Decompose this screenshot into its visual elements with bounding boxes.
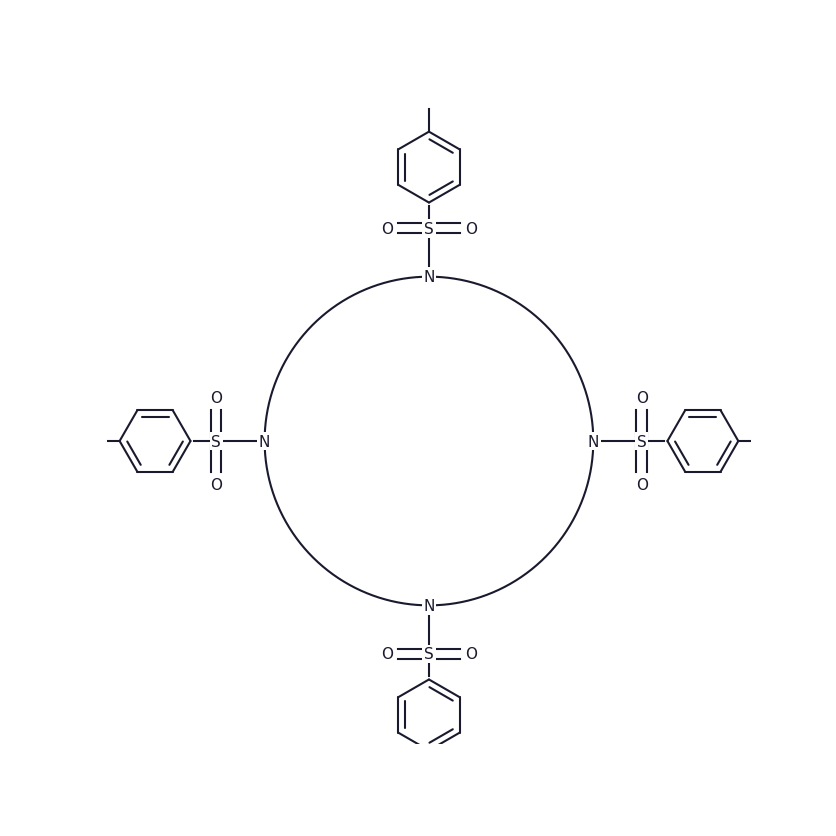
Text: O: O: [635, 477, 647, 492]
Text: S: S: [424, 222, 433, 237]
Text: N: N: [423, 598, 434, 613]
Text: N: N: [423, 270, 434, 285]
Text: S: S: [424, 646, 433, 661]
Text: S: S: [636, 434, 645, 449]
Text: N: N: [258, 434, 270, 449]
Text: O: O: [210, 477, 222, 492]
Text: O: O: [380, 222, 392, 237]
Text: S: S: [212, 434, 221, 449]
Text: O: O: [635, 390, 647, 405]
Text: N: N: [587, 434, 599, 449]
Text: O: O: [465, 222, 477, 237]
Text: O: O: [380, 646, 392, 661]
Text: O: O: [210, 390, 222, 405]
Text: O: O: [465, 646, 477, 661]
